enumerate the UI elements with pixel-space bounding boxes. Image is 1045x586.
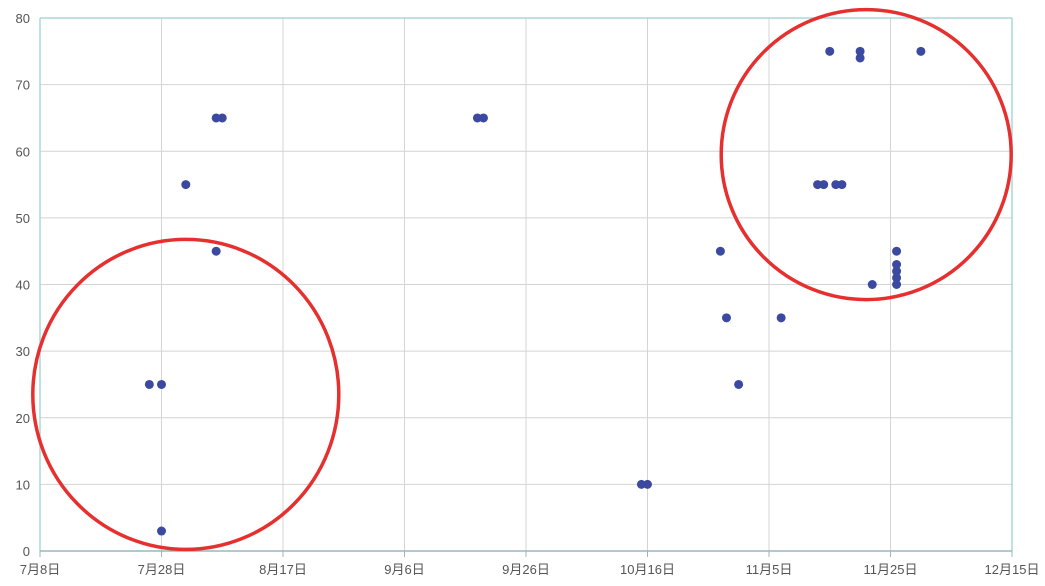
point-layer bbox=[144, 46, 926, 536]
data-point bbox=[892, 266, 902, 276]
y-tick-label: 70 bbox=[16, 78, 30, 93]
x-tick-label: 7月28日 bbox=[138, 562, 186, 577]
data-point bbox=[837, 180, 847, 190]
data-point bbox=[867, 280, 877, 289]
data-point bbox=[916, 46, 926, 56]
y-tick-label: 20 bbox=[16, 411, 30, 426]
data-point bbox=[211, 246, 221, 256]
data-point bbox=[855, 46, 865, 56]
data-point bbox=[892, 273, 902, 283]
data-point bbox=[892, 246, 902, 256]
data-point bbox=[157, 379, 166, 389]
annotation-layer bbox=[31, 7, 1013, 552]
data-point bbox=[715, 246, 725, 256]
x-tick-label: 12月15日 bbox=[985, 562, 1040, 577]
data-point bbox=[217, 113, 227, 123]
y-tick-label: 0 bbox=[23, 544, 30, 559]
y-tick-label: 50 bbox=[16, 211, 30, 226]
x-tick-label: 9月6日 bbox=[384, 562, 424, 577]
y-tick-label: 40 bbox=[16, 278, 30, 293]
data-point bbox=[643, 479, 652, 489]
grid-layer bbox=[40, 17, 1012, 551]
axis-layer bbox=[39, 17, 1013, 557]
x-tick-label: 7月8日 bbox=[20, 562, 60, 577]
data-point bbox=[776, 313, 786, 323]
data-point bbox=[721, 313, 731, 323]
data-point bbox=[181, 180, 191, 190]
data-point bbox=[892, 280, 902, 289]
data-point bbox=[855, 53, 865, 63]
data-point bbox=[825, 46, 835, 56]
highlight-circle bbox=[31, 237, 341, 552]
data-point bbox=[144, 379, 154, 389]
y-tick-label: 60 bbox=[16, 144, 30, 159]
data-point bbox=[478, 113, 488, 123]
label-layer: 0 10 20 30 40 50 60 70 80 7月8日 7月28日 8月17日 9月6日 9月26日… bbox=[16, 11, 1040, 577]
y-tick-label: 80 bbox=[16, 11, 30, 26]
x-tick-label: 10月16日 bbox=[620, 562, 675, 577]
x-tick-label: 9月26日 bbox=[502, 562, 550, 577]
y-tick-label: 30 bbox=[16, 344, 30, 359]
x-tick-label: 8月17日 bbox=[259, 562, 307, 577]
y-tick-label: 10 bbox=[16, 477, 30, 492]
data-point bbox=[734, 379, 744, 389]
data-point bbox=[157, 526, 166, 536]
x-tick-label: 11月25日 bbox=[864, 562, 918, 577]
x-tick-label: 11月5日 bbox=[746, 562, 793, 577]
data-point bbox=[819, 180, 829, 190]
data-point bbox=[892, 260, 902, 270]
highlight-circle bbox=[719, 7, 1013, 302]
